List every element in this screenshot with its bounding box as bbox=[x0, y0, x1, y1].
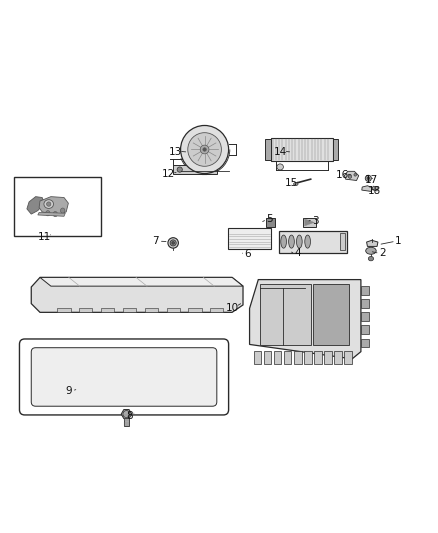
Bar bbox=[344, 351, 352, 364]
Polygon shape bbox=[31, 277, 243, 312]
Polygon shape bbox=[39, 197, 68, 215]
Text: 6: 6 bbox=[244, 249, 251, 259]
Bar bbox=[294, 351, 301, 364]
Bar bbox=[284, 351, 291, 364]
Bar bbox=[124, 417, 129, 426]
Ellipse shape bbox=[170, 240, 176, 246]
Ellipse shape bbox=[368, 256, 374, 261]
Ellipse shape bbox=[354, 174, 357, 176]
Polygon shape bbox=[121, 409, 132, 418]
Bar bbox=[334, 351, 342, 364]
Text: 11: 11 bbox=[38, 232, 51, 242]
Text: 16: 16 bbox=[336, 170, 349, 180]
Bar bbox=[101, 308, 114, 312]
Bar bbox=[57, 308, 71, 312]
Bar bbox=[173, 165, 217, 174]
Text: 17: 17 bbox=[365, 175, 378, 185]
Bar bbox=[210, 308, 223, 312]
Bar bbox=[166, 308, 180, 312]
Ellipse shape bbox=[305, 235, 311, 248]
Bar bbox=[254, 351, 261, 364]
Ellipse shape bbox=[177, 167, 182, 172]
Bar bbox=[304, 351, 311, 364]
Text: 2: 2 bbox=[379, 248, 386, 259]
Bar bbox=[266, 217, 275, 227]
Bar bbox=[361, 299, 369, 308]
Ellipse shape bbox=[208, 167, 213, 172]
Bar bbox=[313, 284, 350, 345]
Ellipse shape bbox=[348, 175, 352, 179]
Ellipse shape bbox=[172, 241, 174, 244]
Text: 5: 5 bbox=[266, 214, 272, 224]
Text: 4: 4 bbox=[294, 248, 301, 259]
Polygon shape bbox=[362, 185, 373, 191]
Text: 18: 18 bbox=[367, 187, 381, 196]
Bar bbox=[279, 231, 347, 253]
Bar bbox=[340, 233, 345, 251]
Bar bbox=[261, 284, 311, 345]
Bar bbox=[361, 312, 369, 321]
Bar bbox=[303, 217, 316, 227]
Ellipse shape bbox=[53, 212, 57, 217]
Ellipse shape bbox=[180, 125, 229, 174]
Text: 15: 15 bbox=[284, 177, 298, 188]
Ellipse shape bbox=[46, 202, 51, 206]
Text: 7: 7 bbox=[152, 236, 159, 246]
Bar bbox=[228, 228, 272, 249]
Text: 3: 3 bbox=[312, 216, 318, 225]
Text: 1: 1 bbox=[395, 236, 401, 246]
Ellipse shape bbox=[188, 133, 221, 166]
Polygon shape bbox=[372, 186, 378, 191]
Polygon shape bbox=[40, 277, 243, 286]
Bar bbox=[264, 351, 272, 364]
Polygon shape bbox=[304, 219, 314, 226]
Bar bbox=[188, 308, 201, 312]
Text: 12: 12 bbox=[162, 169, 175, 179]
Polygon shape bbox=[367, 240, 378, 246]
Polygon shape bbox=[344, 171, 359, 181]
Bar bbox=[145, 308, 158, 312]
Text: 9: 9 bbox=[65, 386, 72, 396]
Polygon shape bbox=[27, 197, 44, 214]
Ellipse shape bbox=[60, 208, 65, 213]
Bar bbox=[272, 138, 332, 161]
FancyBboxPatch shape bbox=[31, 348, 217, 406]
Text: 13: 13 bbox=[169, 147, 182, 157]
Text: 8: 8 bbox=[126, 411, 133, 421]
Bar bbox=[123, 308, 136, 312]
Ellipse shape bbox=[44, 200, 53, 208]
Ellipse shape bbox=[200, 145, 209, 154]
Bar bbox=[361, 286, 369, 295]
Ellipse shape bbox=[168, 238, 178, 248]
Ellipse shape bbox=[281, 235, 286, 248]
Bar bbox=[265, 139, 272, 160]
Ellipse shape bbox=[297, 235, 302, 248]
Ellipse shape bbox=[365, 175, 371, 181]
Ellipse shape bbox=[289, 235, 294, 248]
Ellipse shape bbox=[366, 247, 376, 254]
Bar bbox=[361, 338, 369, 348]
Bar bbox=[314, 351, 321, 364]
Bar bbox=[324, 351, 332, 364]
Bar bbox=[274, 351, 282, 364]
Ellipse shape bbox=[203, 148, 206, 151]
Polygon shape bbox=[250, 280, 361, 359]
Bar bbox=[79, 308, 92, 312]
Polygon shape bbox=[38, 212, 65, 216]
Text: 14: 14 bbox=[273, 147, 287, 157]
Ellipse shape bbox=[46, 211, 50, 216]
Bar bbox=[361, 326, 369, 334]
Bar bbox=[332, 139, 338, 160]
Bar bbox=[14, 177, 101, 236]
Ellipse shape bbox=[293, 182, 298, 185]
Text: 10: 10 bbox=[226, 303, 239, 313]
Ellipse shape bbox=[277, 164, 283, 170]
Ellipse shape bbox=[367, 177, 370, 180]
